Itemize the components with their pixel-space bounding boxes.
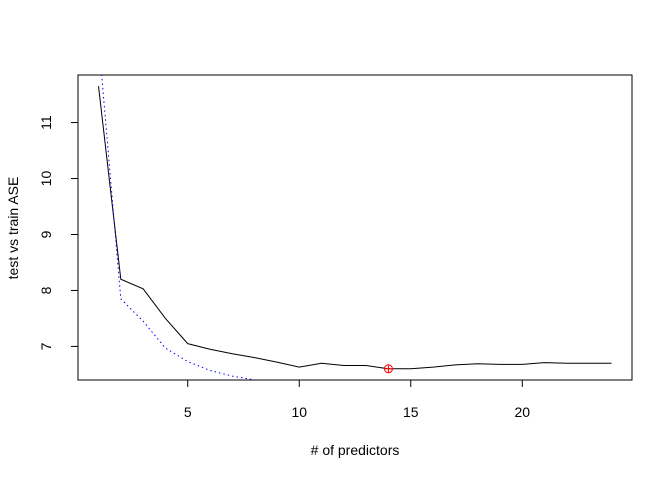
x-tick-label: 20 xyxy=(514,404,530,420)
x-tick-label: 5 xyxy=(184,404,192,420)
x-tick-label: 10 xyxy=(291,404,307,420)
y-axis-title: test vs train ASE xyxy=(5,177,21,280)
x-axis: 5 10 15 20 xyxy=(184,379,530,420)
y-axis: 7 8 9 10 11 xyxy=(38,115,79,350)
y-tick-label: 7 xyxy=(38,342,54,350)
y-tick-label: 8 xyxy=(38,286,54,294)
y-tick-label: 10 xyxy=(38,171,54,187)
x-axis-title: # of predictors xyxy=(311,442,400,458)
y-tick-label: 11 xyxy=(38,115,54,130)
optimum-point-marker xyxy=(383,364,393,374)
series-layer xyxy=(98,75,612,380)
train-series-line xyxy=(101,75,255,380)
y-tick-label: 9 xyxy=(38,230,54,238)
test-series-line xyxy=(98,86,612,370)
x-tick-label: 15 xyxy=(403,404,419,420)
plot-box xyxy=(77,74,633,381)
point-layer xyxy=(383,364,393,374)
